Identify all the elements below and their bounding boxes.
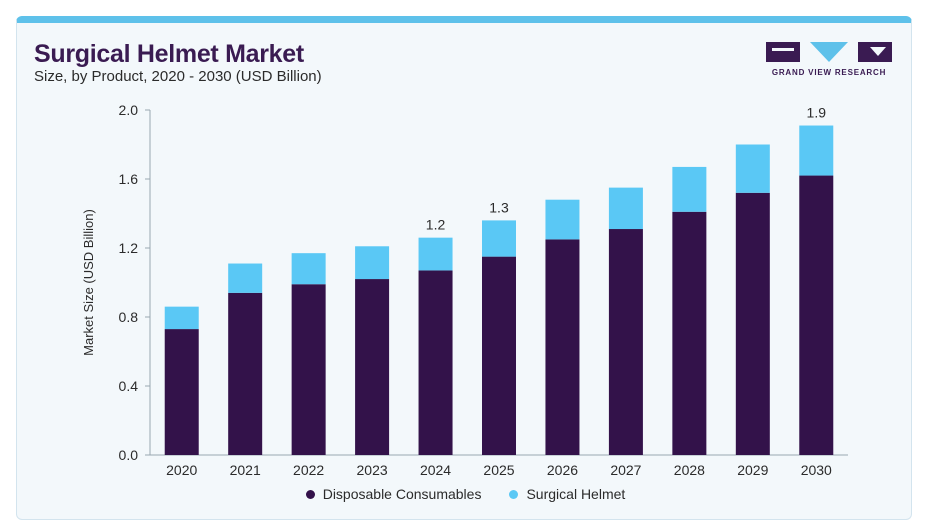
legend-swatch-surgical-helmet [509,489,519,499]
chart-subtitle: Size, by Product, 2020 - 2030 (USD Billi… [34,68,322,85]
bar-disposable [164,329,199,455]
y-tick-label: 0.0 [119,447,139,463]
bar-disposable [228,292,263,455]
data-label: 1.3 [489,199,509,215]
x-tick-label: 2029 [737,462,768,478]
bar-surgical-helmet [672,166,707,212]
bar-surgical-helmet [355,246,390,280]
bar-disposable [735,192,770,456]
x-tick-label: 2027 [610,462,641,478]
bar-surgical-helmet [482,220,516,257]
x-tick-label: 2026 [547,462,578,478]
data-label: 1.2 [426,217,446,233]
legend-label-disposable: Disposable Consumables [322,486,482,502]
x-tick-label: 2025 [483,462,514,478]
x-tick-label: 2030 [801,462,832,478]
bar-disposable [482,256,516,455]
bar-disposable [545,239,580,455]
x-tick-label: 2021 [230,462,261,478]
chart-title: Surgical Helmet Market [34,40,304,68]
chart-legend: Disposable Consumables Surgical Helmet [0,486,931,502]
y-axis-label: Market Size (USD Billion) [81,209,96,356]
bar-surgical-helmet [545,199,580,240]
logo-text: GRAND VIEW RESEARCH [771,68,887,77]
y-tick-label: 1.6 [119,171,139,187]
x-tick-label: 2028 [674,462,705,478]
bar-disposable [672,211,707,455]
legend-swatch-disposable [305,489,315,499]
bar-surgical-helmet [799,125,834,176]
bar-surgical-helmet [418,237,453,271]
y-tick-label: 0.4 [119,378,139,394]
bar-disposable [608,229,643,455]
legend-item-disposable: Disposable Consumables [305,486,482,502]
x-tick-label: 2022 [293,462,324,478]
y-tick-label: 1.2 [119,240,139,256]
y-tick-label: 0.8 [119,309,139,325]
grand-view-research-logo-icon [766,42,892,62]
y-tick-label: 2.0 [119,102,139,118]
x-tick-label: 2024 [420,462,451,478]
bar-disposable [291,284,326,455]
bar-surgical-helmet [735,144,770,193]
bar-disposable [418,270,453,455]
legend-item-surgical-helmet: Surgical Helmet [509,486,625,502]
x-tick-label: 2023 [357,462,388,478]
bar-disposable [799,175,834,456]
bar-surgical-helmet [608,187,643,230]
legend-label-surgical-helmet: Surgical Helmet [526,486,626,502]
x-tick-label: 2020 [166,462,197,478]
bar-surgical-helmet [164,306,199,330]
data-label: 1.9 [807,105,827,121]
bar-surgical-helmet [228,263,263,293]
bar-disposable [355,279,390,455]
bar-surgical-helmet [291,253,326,285]
